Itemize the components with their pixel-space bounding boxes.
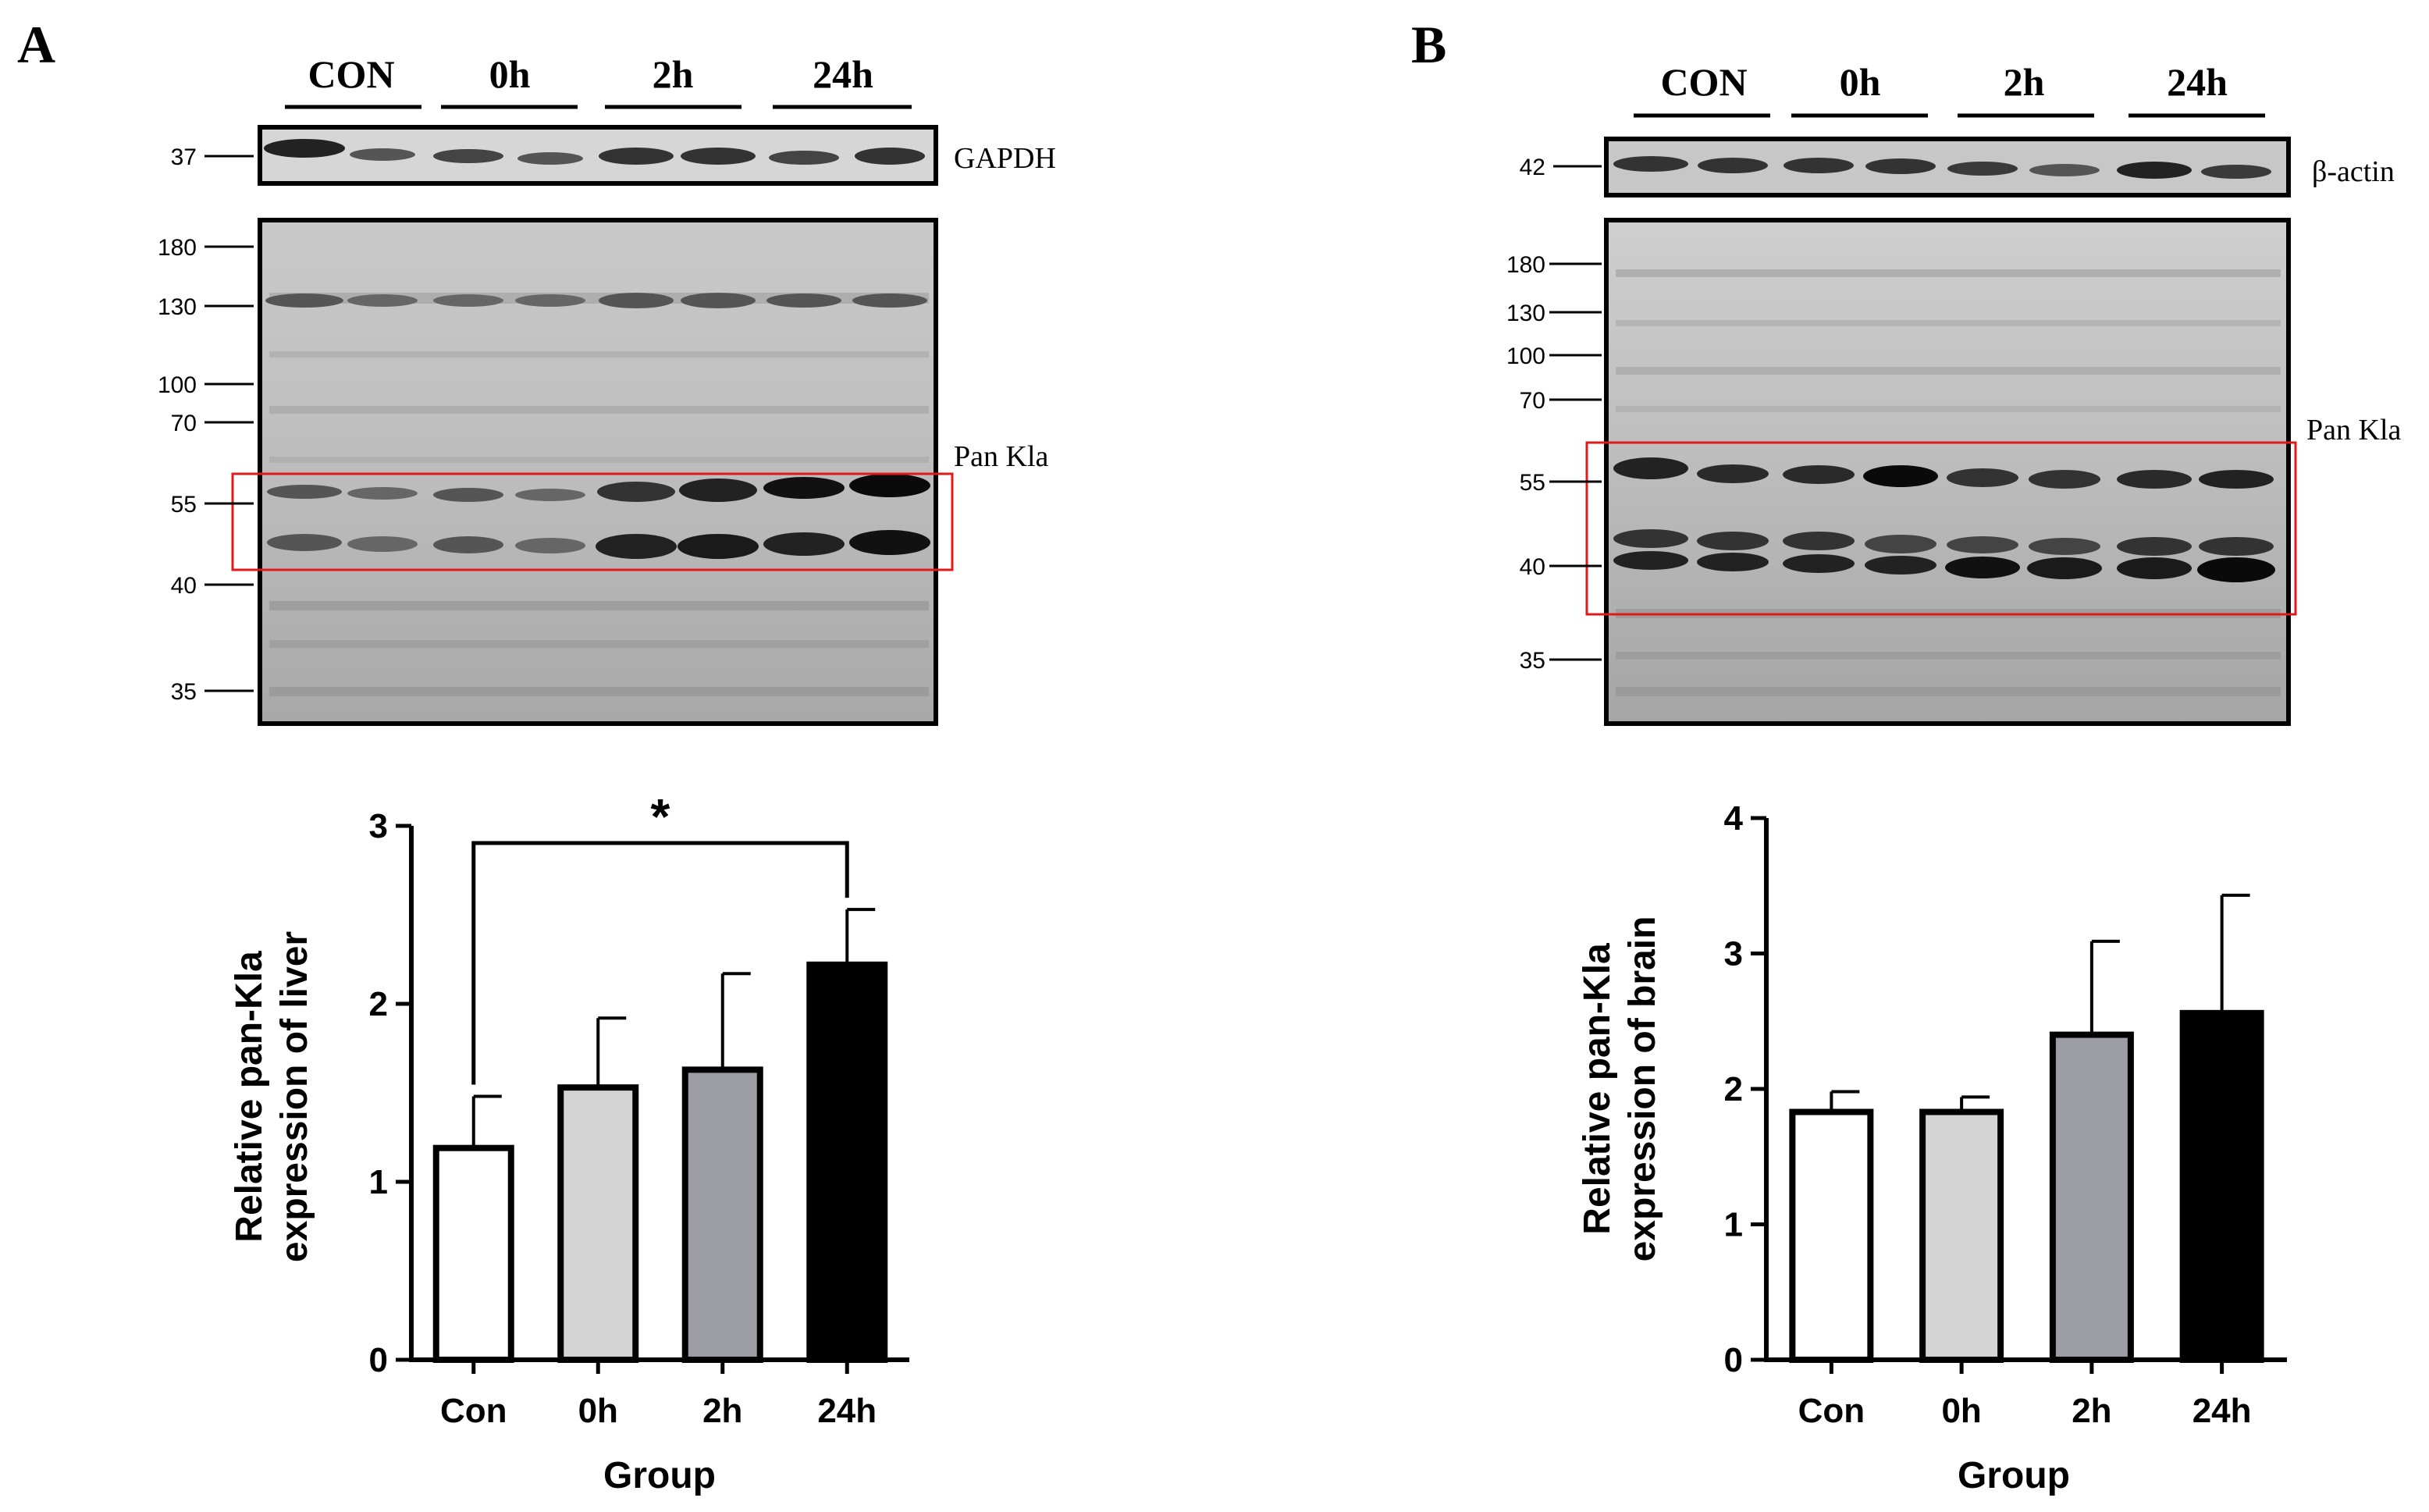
panel-a-bar-chart: Relative pan-Kla expression of liver Gro…	[229, 788, 909, 1496]
panel-a-target-label: Pan Kla	[954, 440, 1049, 473]
y-tick-label: 0	[369, 1341, 388, 1379]
panel-b-letter: B	[1411, 15, 1446, 74]
panel-b-lane-con: CON	[1660, 60, 1747, 104]
x-tick-label: 24h	[817, 1392, 877, 1430]
panel-a-mw-70: 70	[171, 411, 197, 436]
panel-b-highlight-box	[1585, 441, 2297, 616]
panel-a-mw-180: 180	[158, 235, 197, 261]
panel-a-lane-headers: CON 0h 2h 24h	[285, 52, 912, 109]
y-tick-label: 1	[1724, 1206, 1743, 1244]
significance-star: *	[651, 788, 670, 845]
x-tick-label: 0h	[578, 1392, 618, 1430]
panel-b-lane-2h: 2h	[2004, 60, 2045, 104]
panel-a-loading-mw: 37	[171, 144, 197, 170]
panel-a-highlight-box	[231, 472, 954, 571]
panel-b-xlabel: Group	[1958, 1455, 2070, 1496]
panel-b-mw-40: 40	[1520, 554, 1545, 580]
panel-a: A CON 0h 2h 24h	[17, 15, 1056, 1496]
y-tick-label: 2	[369, 985, 388, 1023]
bar-2h	[2049, 1031, 2134, 1363]
bar-0h	[557, 1084, 639, 1364]
panel-b: B CON 0h 2h 24h 42	[1411, 15, 2402, 1496]
bar-con	[432, 1144, 514, 1364]
bar-24h	[2179, 1009, 2264, 1363]
panel-b-mw-35: 35	[1520, 648, 1545, 674]
y-tick-label: 2	[1724, 1070, 1743, 1108]
panel-a-lane-24h: 24h	[813, 52, 873, 96]
panel-b-lane-0h: 0h	[1840, 60, 1881, 104]
x-tick-label: 2h	[2072, 1392, 2111, 1430]
panel-a-mw-100: 100	[158, 372, 197, 398]
panel-b-ylabel-line1: Relative pan-Kla	[1577, 943, 1618, 1235]
x-tick-label: Con	[1798, 1392, 1865, 1430]
panel-a-lane-2h: 2h	[653, 52, 694, 96]
x-tick-label: 0h	[1941, 1392, 1981, 1430]
x-tick-label: Con	[440, 1392, 507, 1430]
panel-a-mw-130: 130	[158, 294, 197, 320]
significance-bracket	[471, 841, 849, 1085]
x-tick-label: 2h	[702, 1392, 742, 1430]
panel-a-lane-con: CON	[308, 52, 394, 96]
panel-b-target-label: Pan Kla	[2306, 414, 2402, 446]
panel-b-mw-100: 100	[1506, 343, 1545, 369]
panel-b-loading-control-blot: 42 β-actin	[1520, 137, 2395, 197]
panel-b-mw-55: 55	[1520, 470, 1545, 496]
bar-2h	[681, 1066, 763, 1363]
panel-b-target-blot: 180 130 100 70 55 40 35 Pan Kla	[1506, 218, 2402, 726]
x-tick-label: 24h	[2193, 1392, 2252, 1430]
panel-a-lane-0h: 0h	[489, 52, 531, 96]
panel-b-mw-70: 70	[1520, 388, 1545, 414]
y-tick-label: 3	[1724, 935, 1743, 973]
panel-a-loading-control-label: GAPDH	[954, 142, 1056, 175]
y-tick-label: 0	[1724, 1341, 1743, 1379]
panel-a-mw-35: 35	[171, 679, 197, 705]
panel-b-mw-130: 130	[1506, 301, 1545, 326]
panel-a-ylabel-line1: Relative pan-Kla	[229, 951, 270, 1243]
panel-a-letter: A	[17, 15, 55, 74]
y-tick-label: 3	[369, 807, 388, 845]
panel-b-loading-control-label: β-actin	[2312, 155, 2395, 188]
panel-b-lane-24h: 24h	[2167, 60, 2228, 104]
panel-b-lane-headers: CON 0h 2h 24h	[1634, 60, 2265, 118]
panel-a-mw-40: 40	[171, 573, 197, 599]
panel-a-target-blot: 180 130 100 70 55 40 35 Pan Kla	[158, 218, 1049, 726]
y-tick-label: 4	[1724, 799, 1744, 838]
bar-con	[1789, 1108, 1874, 1363]
panel-b-ylabel-line2: expression of brain	[1622, 916, 1663, 1262]
bar-0h	[1919, 1108, 2004, 1363]
panel-a-loading-control-blot: 37 GAPDH	[171, 125, 1056, 186]
y-tick-label: 1	[369, 1163, 388, 1201]
panel-b-bar-chart: Relative pan-Kla expression of brain Gro…	[1577, 799, 2287, 1496]
bar-24h	[806, 961, 888, 1363]
panel-b-loading-mw: 42	[1520, 155, 1545, 180]
panel-a-xlabel: Group	[603, 1455, 716, 1496]
panel-a-ylabel-line2: expression of liver	[274, 931, 315, 1262]
panel-b-mw-180: 180	[1506, 252, 1545, 278]
panel-a-mw-55: 55	[171, 492, 197, 518]
